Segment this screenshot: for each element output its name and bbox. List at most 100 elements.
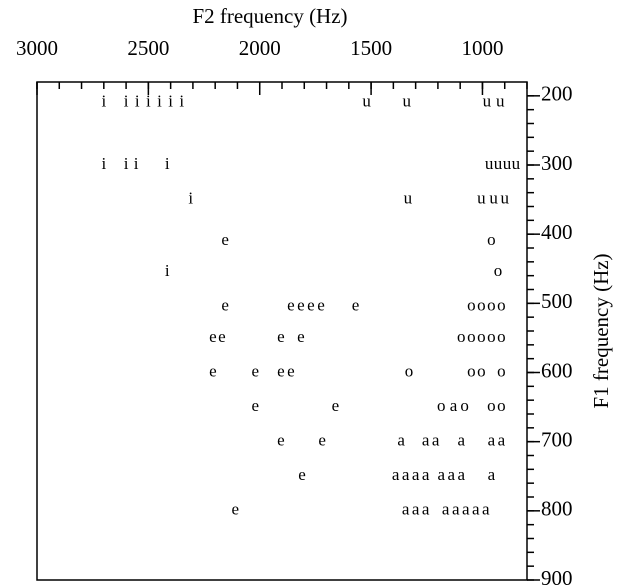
vowel-point: a <box>412 465 420 484</box>
vowel-point: e <box>318 431 326 450</box>
x-tick-label: 3000 <box>16 36 58 60</box>
y-tick-label: 200 <box>541 82 573 106</box>
vowel-point: i <box>165 261 170 280</box>
vowel-point: a <box>462 500 470 519</box>
vowel-point: o <box>497 361 506 380</box>
vowel-point: e <box>287 296 295 315</box>
vowel-point: a <box>402 500 410 519</box>
vowel-point: o <box>467 296 476 315</box>
vowel-point: i <box>188 188 193 207</box>
vowel-point: a <box>447 465 455 484</box>
vowel-point: o <box>460 396 469 415</box>
y-tick-label: 800 <box>541 497 573 521</box>
vowel-point: o <box>405 361 414 380</box>
x-tick-label: 2500 <box>127 36 169 60</box>
vowel-point: a <box>498 431 506 450</box>
vowel-point: e <box>317 296 325 315</box>
vowel-point: e <box>297 327 305 346</box>
vowel-point: a <box>458 431 466 450</box>
y-tick-label: 900 <box>541 566 573 588</box>
vowel-point: i <box>168 92 173 111</box>
vowel-point: e <box>218 327 226 346</box>
vowel-point: o <box>497 327 506 346</box>
x-tick-label: 1500 <box>350 36 392 60</box>
y-tick-label: 300 <box>541 151 573 175</box>
vowel-point: u <box>503 154 512 173</box>
vowel-point: i <box>146 92 151 111</box>
vowel-point: e <box>221 230 229 249</box>
x-tick-label: 1000 <box>461 36 503 60</box>
vowel-point: u <box>402 92 411 111</box>
vowel-point: a <box>422 431 430 450</box>
vowel-point: o <box>497 396 506 415</box>
vowel-point: i <box>134 154 139 173</box>
vowel-point: a <box>412 500 420 519</box>
vowel-point: e <box>332 396 340 415</box>
vowel-point: o <box>457 327 466 346</box>
vowel-point: o <box>477 361 486 380</box>
vowel-point: o <box>487 327 496 346</box>
vowel-point: i <box>135 92 140 111</box>
vowel-point: o <box>467 327 476 346</box>
vowel-point: u <box>494 154 503 173</box>
vowel-point: u <box>477 188 486 207</box>
vowel-point: u <box>483 92 492 111</box>
vowel-point: u <box>362 92 371 111</box>
vowel-point: e <box>231 500 239 519</box>
vowel-point: i <box>124 154 129 173</box>
vowel-point: i <box>101 92 106 111</box>
y-tick-label: 500 <box>541 289 573 313</box>
vowel-point: o <box>467 361 476 380</box>
vowel-point: o <box>477 327 486 346</box>
vowel-point: e <box>297 296 305 315</box>
vowel-point: u <box>489 188 498 207</box>
x-tick-label: 2000 <box>239 36 281 60</box>
vowel-point: a <box>422 465 430 484</box>
vowel-point: a <box>450 396 458 415</box>
vowel-point: i <box>179 92 184 111</box>
vowel-point: a <box>472 500 480 519</box>
vowel-point: o <box>487 296 496 315</box>
vowel-point: e <box>307 296 315 315</box>
y-tick-label: 600 <box>541 358 573 382</box>
vowel-point: a <box>432 431 440 450</box>
vowel-point: a <box>402 465 410 484</box>
vowel-point: i <box>124 92 129 111</box>
vowel-point: e <box>209 361 217 380</box>
vowel-point: a <box>392 465 400 484</box>
y-tick-label: 700 <box>541 427 573 451</box>
vowel-point: e <box>251 396 259 415</box>
vowel-point: o <box>487 396 496 415</box>
vowel-point: a <box>488 465 496 484</box>
vowel-point: a <box>442 500 450 519</box>
vowel-point: a <box>437 465 445 484</box>
vowel-point: u <box>485 154 494 173</box>
vowel-point: u <box>500 188 509 207</box>
vowel-point: i <box>165 154 170 173</box>
vowel-point: u <box>404 188 413 207</box>
vowel-point: i <box>101 154 106 173</box>
vowel-point: e <box>352 296 360 315</box>
vowel-point: o <box>437 396 446 415</box>
x-axis-title: F2 frequency (Hz) <box>192 4 347 28</box>
vowel-point: a <box>397 431 405 450</box>
vowel-point: a <box>458 465 466 484</box>
vowel-point: a <box>422 500 430 519</box>
vowel-point: u <box>496 92 505 111</box>
vowel-point: i <box>157 92 162 111</box>
vowel-point: o <box>494 261 503 280</box>
vowel-point: e <box>251 361 259 380</box>
vowel-point: e <box>277 431 285 450</box>
vowel-point: a <box>482 500 490 519</box>
vowel-point: e <box>221 296 229 315</box>
y-axis-title: F1 frequency (Hz) <box>589 253 613 408</box>
vowel-point: a <box>488 431 496 450</box>
vowel-point: e <box>209 327 217 346</box>
vowel-point: e <box>298 465 306 484</box>
vowel-point: e <box>277 361 285 380</box>
vowel-point: o <box>477 296 486 315</box>
vowel-point: e <box>287 361 295 380</box>
vowel-point: u <box>512 154 521 173</box>
vowel-point: a <box>452 500 460 519</box>
